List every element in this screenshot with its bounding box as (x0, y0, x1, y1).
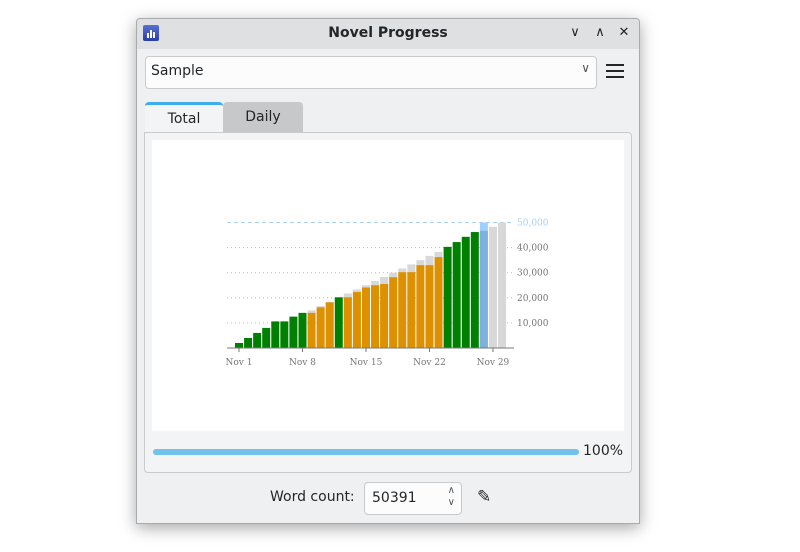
x-tick-label: Nov 1 (226, 358, 253, 368)
spin-arrows-icon[interactable]: ∧ ∨ (447, 485, 455, 508)
bar-behind (316, 307, 325, 348)
bar-behind (398, 272, 407, 348)
chart-area: Nov 1 Nov 8 Nov 15 Nov 22 Nov 29 10,000 20,000… (152, 140, 624, 431)
y-tick-label: 40,000 (517, 244, 549, 254)
bar-today (479, 230, 488, 348)
x-tick-label: Nov 22 (413, 358, 446, 368)
bar-met (289, 316, 298, 348)
progress-chart: Nov 1 Nov 8 Nov 15 Nov 22 Nov 29 10,000 20,000… (226, 219, 549, 369)
chevron-down-icon: ∨ (581, 61, 590, 75)
tab-panel: Nov 1 Nov 8 Nov 15 Nov 22 Nov 29 10,000 20,000… (144, 132, 632, 473)
bar-met (280, 321, 289, 348)
bar-met (461, 236, 470, 348)
bar-met (262, 327, 271, 348)
bar-future (488, 226, 497, 348)
hamburger-menu-icon[interactable] (606, 64, 624, 82)
bar-behind (416, 265, 425, 348)
progress-percent: 100% (583, 443, 624, 459)
bar-behind (325, 302, 334, 348)
app-chart-icon (143, 25, 159, 41)
bar-met (470, 232, 479, 348)
bar-met (235, 342, 243, 348)
y-tick-label: 10,000 (517, 319, 549, 329)
title-bar: Novel Progress ∨ ∧ ✕ (137, 19, 639, 49)
word-count-value: 50391 (372, 490, 417, 506)
word-count-label: Word count: (270, 489, 355, 505)
bar-behind (425, 265, 434, 348)
project-select[interactable]: Sample ∨ (145, 56, 597, 89)
project-select-value: Sample (151, 63, 204, 79)
progress-fill (153, 449, 579, 455)
close-button[interactable]: ✕ (618, 25, 630, 40)
bar-met (452, 242, 461, 348)
bar-behind (371, 285, 380, 348)
bar-met (271, 321, 280, 348)
word-count-spinbox[interactable]: 50391 ∧ ∨ (364, 482, 462, 515)
bar-behind (380, 283, 389, 348)
bar-behind (407, 272, 416, 348)
tab-total[interactable]: Total (145, 102, 223, 132)
y-tick-label: 50,000 (517, 219, 549, 229)
app-window: Novel Progress ∨ ∧ ✕ Sample ∨ Total Dail… (136, 18, 640, 524)
x-tick-label: Nov 8 (289, 358, 316, 368)
minimize-button[interactable]: ∨ (570, 25, 580, 40)
pencil-edit-icon[interactable]: ✎ (477, 487, 492, 507)
bar-behind (343, 297, 352, 348)
bar-met (244, 337, 253, 348)
x-tick-label: Nov 15 (350, 358, 383, 368)
bar-met (298, 312, 307, 348)
bar-behind (434, 257, 443, 348)
bar-met (443, 246, 452, 348)
y-tick-label: 30,000 (517, 269, 549, 279)
maximize-button[interactable]: ∧ (595, 25, 605, 40)
progress-bar (153, 449, 579, 455)
y-tick-label: 20,000 (517, 294, 549, 304)
bar-behind (389, 277, 398, 348)
x-tick-label: Nov 29 (477, 358, 510, 368)
bar-behind (352, 292, 361, 348)
bar-behind (307, 312, 316, 348)
bar-future (498, 222, 507, 348)
tab-daily[interactable]: Daily (223, 102, 303, 132)
bar-behind (361, 287, 370, 348)
bar-met (253, 332, 262, 348)
window-title: Novel Progress (328, 25, 448, 41)
bar-met (334, 297, 343, 348)
